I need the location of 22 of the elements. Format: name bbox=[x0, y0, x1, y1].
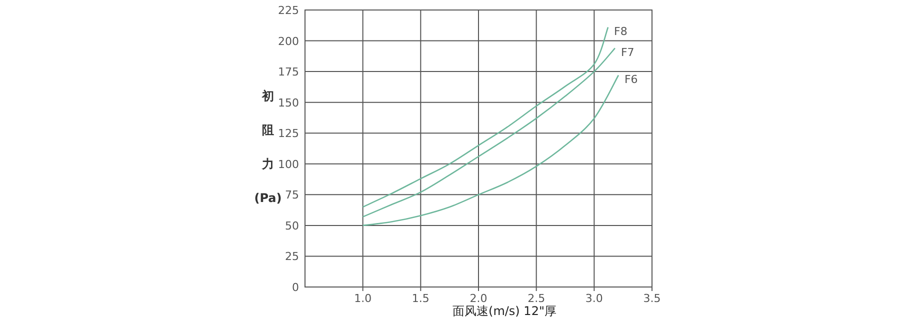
line-series bbox=[362, 26, 609, 208]
y-tick-label: 125 bbox=[278, 127, 299, 140]
y-tick-label: 50 bbox=[285, 219, 299, 232]
x-tick-label: 2.0 bbox=[470, 292, 488, 305]
x-tick-label: 2.5 bbox=[528, 292, 546, 305]
y-tick-label: 175 bbox=[278, 66, 299, 79]
x-tick-label: 3.5 bbox=[643, 292, 661, 305]
line-series bbox=[362, 48, 616, 218]
x-tick-label: 1.5 bbox=[412, 292, 430, 305]
y-tick-label: 150 bbox=[278, 96, 299, 110]
y-tick-label: 0 bbox=[292, 281, 299, 294]
x-tick-label: 3.0 bbox=[585, 292, 603, 305]
series-label: F6 bbox=[624, 73, 638, 86]
line-series bbox=[362, 74, 620, 226]
series-label: F8 bbox=[614, 25, 628, 38]
y-tick-label: 225 bbox=[278, 4, 299, 17]
x-tick-label: 1.0 bbox=[354, 292, 372, 305]
y-tick-label: 25 bbox=[285, 250, 299, 264]
y-tick-label: 200 bbox=[278, 34, 299, 48]
x-axis-title: 面风速(m/s) 12"厚 bbox=[452, 304, 556, 318]
y-tick-label: 75 bbox=[285, 188, 299, 202]
series-label: F7 bbox=[620, 46, 634, 60]
